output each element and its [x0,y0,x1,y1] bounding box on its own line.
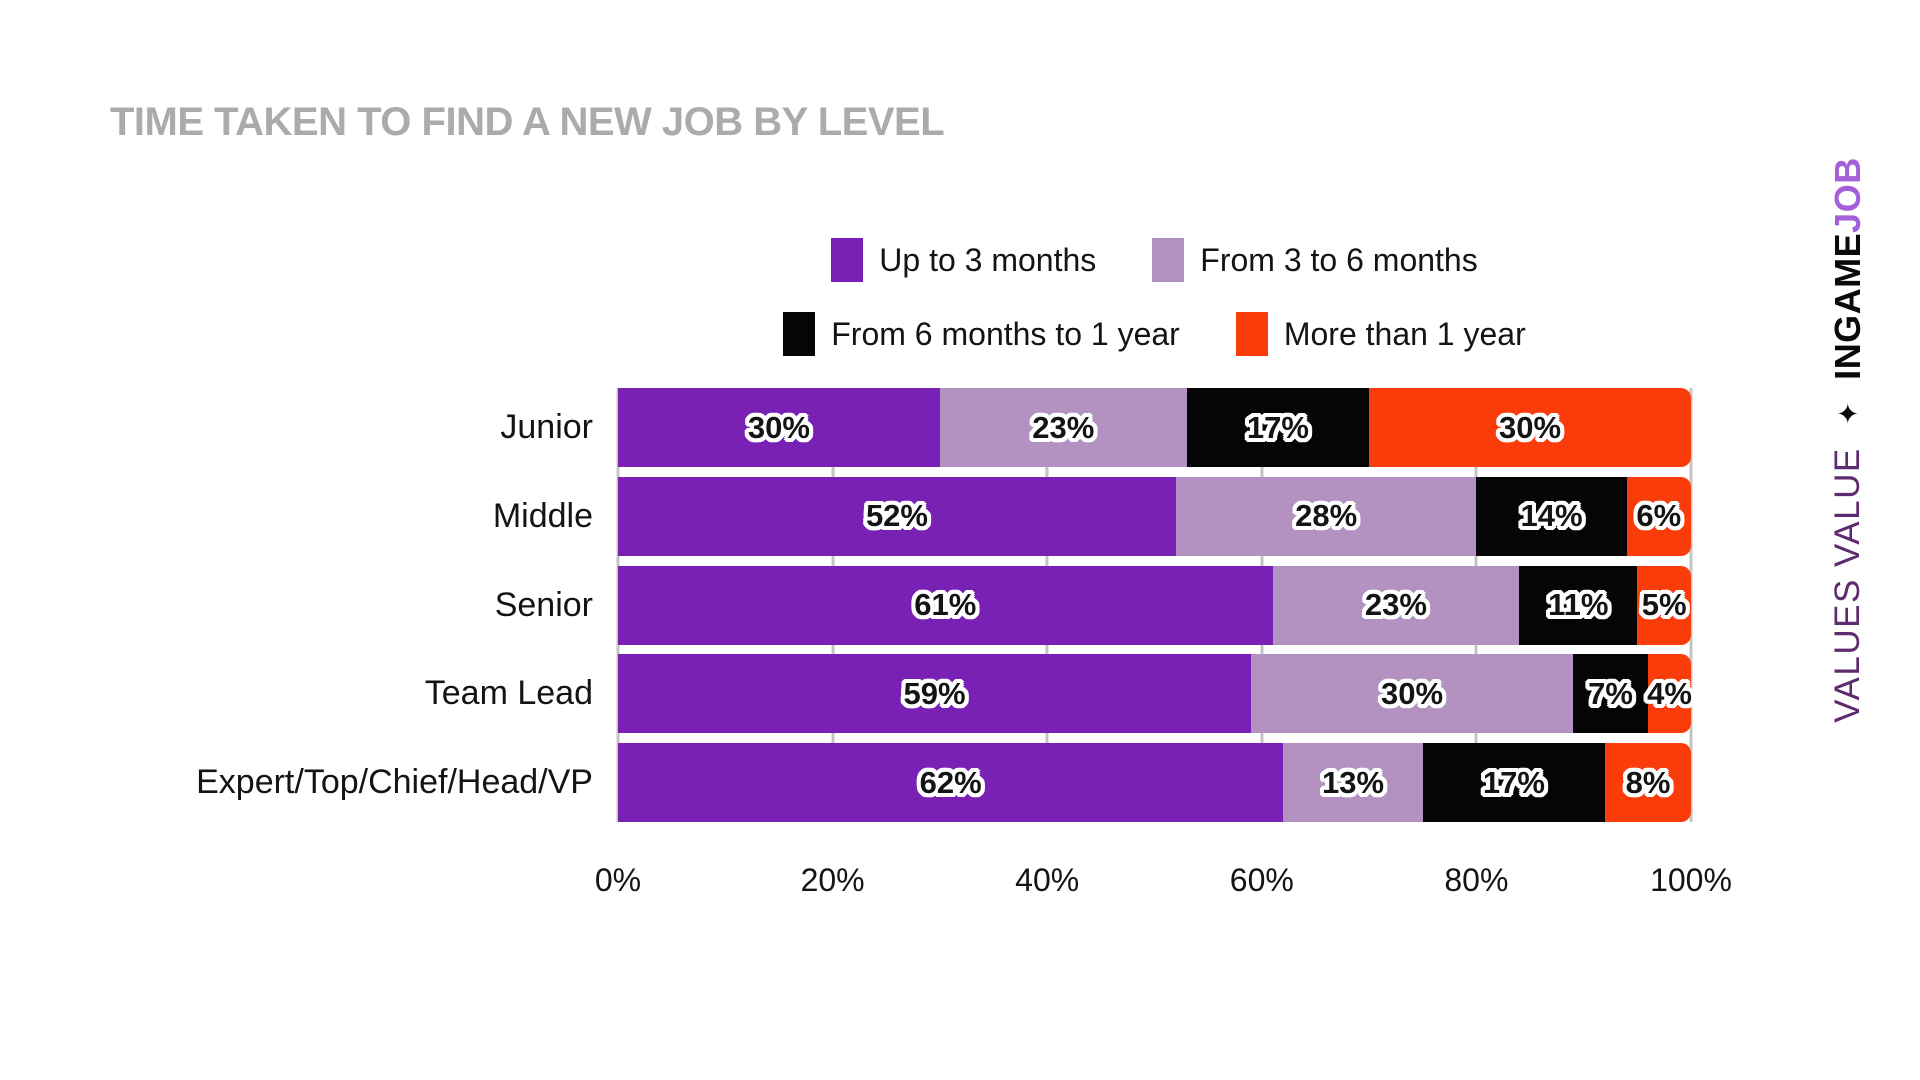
bar-segment [1283,743,1423,822]
bar-segment [618,476,1176,556]
bar-value-label: 7% [1588,675,1633,711]
row-label: Junior [500,408,593,446]
brand-ingame-label: INGAME [1827,232,1868,380]
bar-segment [1251,654,1573,734]
bar-value-label: 23% [1364,587,1427,622]
x-tick-label: 100% [1650,862,1732,898]
bar-value-label: 52% [865,498,928,534]
bar-value-label: 30% [747,409,810,445]
bar-segment [1626,476,1691,556]
bar-value-label: 11% [1548,587,1609,622]
bar-row: 59% 30% 7% 4% [618,654,1692,734]
bar-value-label: 17% [1482,764,1545,800]
page-title: TIME TAKEN TO FIND A NEW JOB BY LEVEL [110,100,945,144]
bar-segment [1175,476,1477,556]
plot-area: 30% 23% 17% 30% 52% 28% 14% 6% 61% 23% 11% 5% 59% 30%… [616,388,1693,822]
bar-value-label: 30% [1499,409,1562,445]
legend-item: From 3 to 6 months [1152,238,1478,282]
bar-segment [1186,388,1370,467]
bar-value-label: 14% [1520,498,1583,534]
sparkle-icon: ✦ [1832,401,1864,426]
legend-swatch [831,238,864,282]
bar-row: 52% 28% 14% 6% [618,476,1691,556]
legend-label: More than 1 year [1283,315,1526,352]
row-label: Team Lead [424,674,593,713]
x-tick-label: 80% [1444,862,1509,898]
bar-segment [1476,476,1627,556]
legend-label: Up to 3 months [879,241,1097,278]
bar-row: 30% 23% 17% 30% [618,388,1691,467]
legend-swatch [783,312,816,356]
legend-swatch [1235,312,1268,356]
brand-ingamejob-logo: INGAMEJOB [1827,157,1869,380]
bar-segment [618,654,1252,734]
legend-row: Up to 3 months From 3 to 6 months [831,238,1478,282]
bar-segment [1422,743,1606,822]
bar-segment [1272,565,1520,645]
brand-job-label: JOB [1827,157,1868,233]
row-label: Middle [492,496,593,535]
legend-item: More than 1 year [1235,312,1526,356]
bar-segment [1519,565,1638,645]
legend-item: From 6 months to 1 year [783,312,1180,356]
bar-segment [618,743,1284,822]
row-label: Expert/Top/Chief/Head/VP [196,763,593,801]
legend-label: From 3 to 6 months [1200,241,1478,278]
legend-swatch [1152,238,1185,282]
bar-segment [618,565,1273,645]
bar-value-label: 4% [1647,675,1692,711]
chart-legend: Up to 3 months From 3 to 6 months From 6 m… [618,238,1691,356]
bar-value-label: 61% [914,587,977,622]
bar-value-label: 6% [1636,498,1682,534]
bar-value-label: 8% [1625,764,1671,800]
bar-row: 61% 23% 11% 5% [618,565,1691,645]
grid-line [1689,388,1693,822]
bar-segment [618,388,940,467]
brand-vertical-text: VALUES VALUE ✦ INGAMEJOB [1818,90,1878,790]
bar-value-label: 5% [1641,587,1687,622]
bar-value-label: 17% [1246,409,1309,445]
bar-segment [1369,388,1691,467]
x-tick-label: 40% [1015,862,1080,898]
x-tick-label: 0% [594,862,642,898]
bar-value-label: 23% [1032,409,1095,445]
x-tick-label: 20% [800,862,865,898]
row-label: Senior [494,585,593,624]
bar-value-label: 28% [1295,498,1358,534]
bar-value-label: 30% [1380,675,1444,711]
bar-segment [1572,654,1649,734]
legend-row: From 6 months to 1 year More than 1 year [783,312,1526,356]
bar-value-label: 62% [919,764,982,800]
bar-segment [939,388,1187,467]
legend-item: Up to 3 months [831,238,1096,282]
bar-value-label: 59% [903,675,966,711]
bar-segment [1637,565,1691,645]
brand-values-value-label: VALUES VALUE [1828,447,1867,723]
bar-value-label: 13% [1321,764,1385,800]
x-tick-label: 60% [1229,862,1294,898]
bar-segment [1648,654,1691,734]
bar-row: 62% 13% 17% 8% [618,743,1691,822]
legend-label: From 6 months to 1 year [831,315,1180,352]
bar-segment [1605,743,1691,822]
